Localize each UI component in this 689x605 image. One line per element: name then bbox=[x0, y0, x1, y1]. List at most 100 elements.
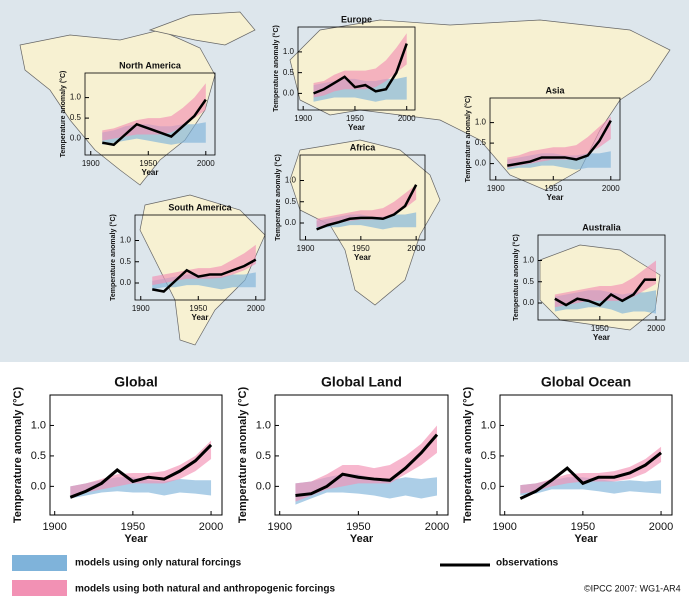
y-axis-label: Temperature anomaly (°C) bbox=[237, 387, 249, 524]
legend-swatch-anthropogenic bbox=[12, 580, 67, 596]
y-tick-label: 1.0 bbox=[256, 419, 271, 431]
observations-line bbox=[313, 43, 408, 95]
chart-title: Africa bbox=[350, 142, 377, 152]
y-tick-label: 0.0 bbox=[120, 278, 132, 287]
legend-label: observations bbox=[496, 558, 559, 569]
credit: ©IPCC 2007: WG1-AR4 bbox=[584, 583, 681, 593]
observations-line bbox=[316, 184, 418, 231]
x-tick-label: 2000 bbox=[197, 159, 215, 168]
anthropogenic-band bbox=[507, 116, 611, 168]
y-tick-label: 0.0 bbox=[256, 480, 271, 492]
x-axis-label: Year bbox=[350, 533, 374, 545]
y-axis-label: Temperature anomaly (°C) bbox=[109, 214, 117, 301]
chart-title: South America bbox=[168, 202, 232, 212]
legend-label: models using only natural forcings bbox=[75, 558, 242, 569]
x-tick-label: 1950 bbox=[139, 159, 157, 168]
x-tick-label: 1950 bbox=[189, 304, 207, 313]
y-axis-label: Temperature anomaly (°C) bbox=[462, 387, 474, 524]
observations-line bbox=[507, 119, 612, 167]
x-tick-label: 1950 bbox=[346, 521, 370, 533]
plot-frame bbox=[84, 72, 216, 156]
y-tick-label: 1.0 bbox=[120, 236, 132, 245]
chart-title: Global bbox=[114, 374, 158, 390]
x-tick-label: 1900 bbox=[294, 114, 312, 123]
observations-line bbox=[295, 433, 439, 497]
y-tick-label: 1.0 bbox=[475, 118, 487, 127]
x-tick-label: 1950 bbox=[571, 521, 595, 533]
observations-line bbox=[519, 451, 662, 500]
y-tick-label: 0.0 bbox=[70, 134, 82, 143]
y-tick-label: 0.5 bbox=[523, 277, 535, 286]
x-tick-label: 1950 bbox=[346, 114, 364, 123]
x-axis-label: Year bbox=[574, 533, 598, 545]
plot-frame bbox=[134, 214, 266, 301]
x-tick-label: 2000 bbox=[602, 184, 620, 193]
chart-title: Australia bbox=[582, 222, 622, 232]
anthropogenic-band bbox=[152, 244, 256, 286]
y-tick-label: 1.0 bbox=[481, 419, 496, 431]
x-tick-label: 1900 bbox=[492, 521, 516, 533]
x-axis-label: Year bbox=[354, 253, 371, 262]
y-tick-label: 0.5 bbox=[283, 68, 295, 77]
y-tick-label: 0.0 bbox=[523, 298, 535, 307]
x-tick-label: 1900 bbox=[487, 184, 505, 193]
chart-title: Global Ocean bbox=[541, 374, 631, 390]
observations-line bbox=[69, 443, 213, 499]
chart-title: Europe bbox=[341, 14, 372, 24]
y-tick-label: 0.5 bbox=[285, 197, 297, 206]
x-tick-label: 1900 bbox=[82, 159, 100, 168]
x-axis-label: Year bbox=[348, 123, 365, 132]
x-tick-label: 1950 bbox=[591, 324, 609, 333]
y-axis-label: Temperature anomaly (°C) bbox=[512, 234, 520, 321]
y-tick-label: 1.0 bbox=[283, 47, 295, 56]
y-tick-label: 0.0 bbox=[481, 480, 496, 492]
x-tick-label: 1900 bbox=[42, 521, 66, 533]
y-tick-label: 0.5 bbox=[256, 450, 271, 462]
legend-swatch-natural bbox=[12, 555, 67, 571]
chart-title: North America bbox=[119, 60, 182, 70]
x-axis-label: Year bbox=[192, 313, 209, 322]
anthropogenic-band bbox=[316, 184, 417, 228]
y-axis-label: Temperature anomaly (°C) bbox=[274, 154, 282, 241]
x-axis-label: Year bbox=[593, 333, 610, 342]
y-tick-label: 0.0 bbox=[285, 218, 297, 227]
x-tick-label: 2000 bbox=[649, 521, 673, 533]
y-tick-label: 0.5 bbox=[31, 450, 46, 462]
anthropogenic-band bbox=[102, 83, 206, 141]
y-tick-label: 0.5 bbox=[481, 450, 496, 462]
y-tick-label: 0.5 bbox=[120, 257, 132, 266]
x-tick-label: 1900 bbox=[132, 304, 150, 313]
y-tick-label: 0.5 bbox=[70, 113, 82, 122]
anthropogenic-band bbox=[520, 446, 662, 494]
x-tick-label: 2000 bbox=[398, 114, 416, 123]
x-tick-label: 2000 bbox=[199, 521, 223, 533]
y-tick-label: 1.0 bbox=[31, 419, 46, 431]
observations-line bbox=[102, 98, 207, 147]
y-axis-label: Temperature anomaly (°C) bbox=[59, 71, 67, 158]
y-axis-label: Temperature anomaly (°C) bbox=[12, 387, 24, 524]
x-axis-label: Year bbox=[124, 533, 148, 545]
chart-title: Global Land bbox=[321, 374, 402, 390]
x-tick-label: 2000 bbox=[647, 324, 665, 333]
y-tick-label: 0.0 bbox=[31, 480, 46, 492]
y-tick-label: 1.0 bbox=[523, 256, 535, 265]
x-tick-label: 2000 bbox=[247, 304, 265, 313]
x-tick-label: 1950 bbox=[352, 244, 370, 253]
y-axis-label: Temperature anomaly (°C) bbox=[272, 25, 280, 112]
chart-title: Asia bbox=[545, 85, 565, 95]
x-tick-label: 1900 bbox=[267, 521, 291, 533]
y-axis-label: Temperature anomaly (°C) bbox=[464, 96, 472, 183]
plot-frame bbox=[297, 26, 416, 111]
y-tick-label: 0.0 bbox=[475, 159, 487, 168]
observations-line bbox=[152, 258, 257, 293]
x-tick-label: 2000 bbox=[425, 521, 449, 533]
plot-frame bbox=[537, 234, 666, 321]
x-axis-label: Year bbox=[547, 193, 564, 202]
legend-label: models using both natural and anthropoge… bbox=[75, 584, 335, 595]
x-tick-label: 2000 bbox=[407, 244, 425, 253]
y-tick-label: 0.5 bbox=[475, 138, 487, 147]
x-tick-label: 1950 bbox=[544, 184, 562, 193]
plot-frame bbox=[299, 154, 426, 241]
x-tick-label: 1950 bbox=[121, 521, 145, 533]
